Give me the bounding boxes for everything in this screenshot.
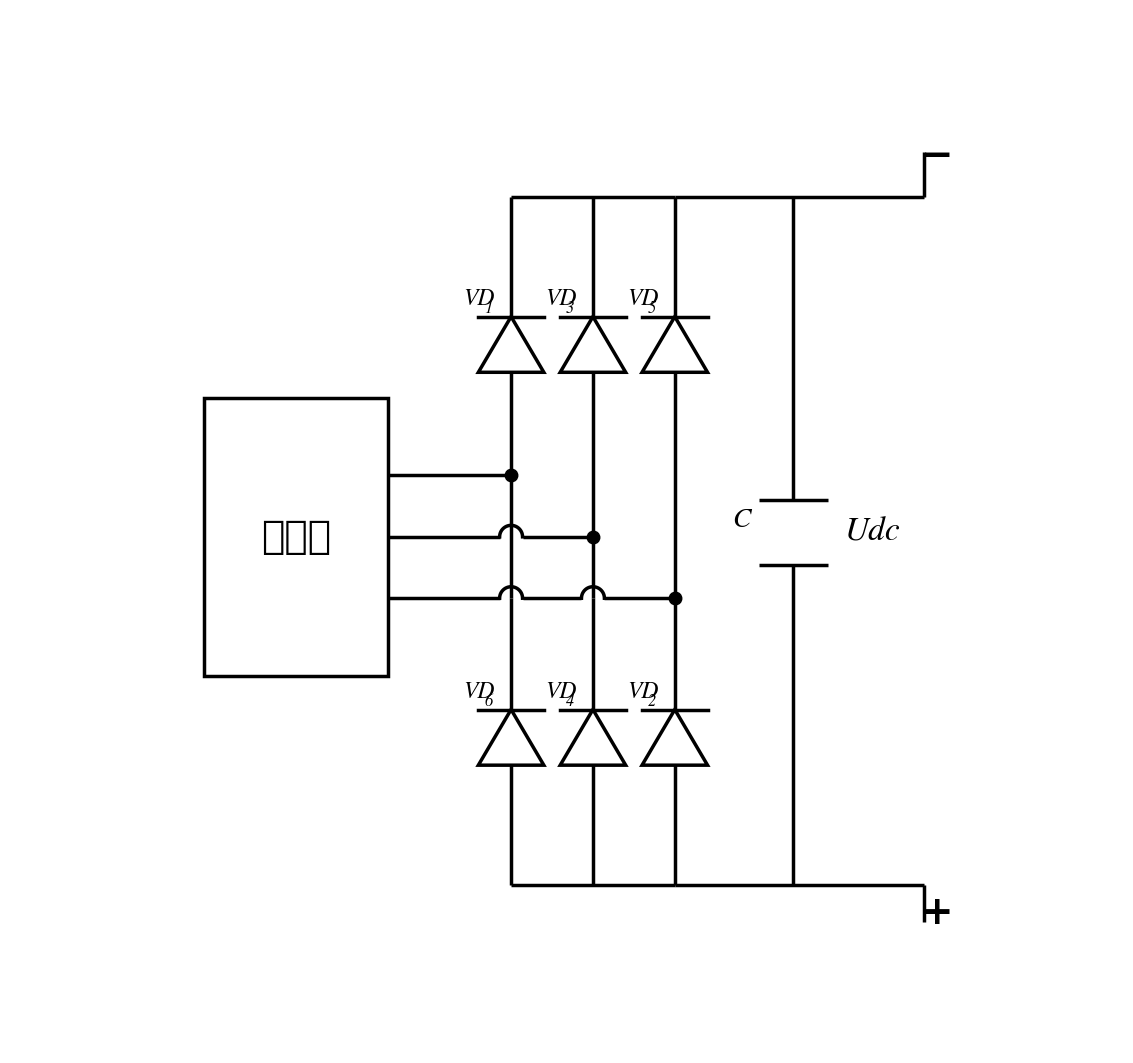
- Text: VD: VD: [545, 287, 577, 310]
- Text: VD: VD: [628, 680, 658, 703]
- Text: −: −: [920, 137, 953, 175]
- Text: VD: VD: [463, 680, 495, 703]
- Text: Udc: Udc: [844, 518, 900, 547]
- Text: +: +: [920, 894, 953, 932]
- Text: 6: 6: [484, 693, 493, 709]
- Bar: [204, 398, 389, 676]
- Text: 2: 2: [648, 693, 656, 709]
- Text: 1: 1: [484, 300, 493, 317]
- Text: 5: 5: [648, 300, 656, 317]
- Text: VD: VD: [628, 287, 658, 310]
- Text: 4: 4: [565, 693, 574, 709]
- Text: 3: 3: [565, 300, 574, 317]
- Text: C: C: [732, 508, 751, 533]
- Text: VD: VD: [463, 287, 495, 310]
- Text: VD: VD: [545, 680, 577, 703]
- Text: 永磁机: 永磁机: [262, 518, 331, 556]
